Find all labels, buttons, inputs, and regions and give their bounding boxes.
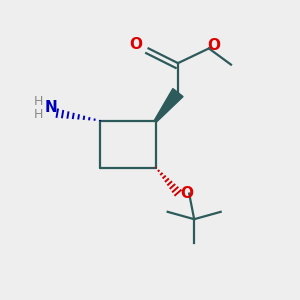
Text: H: H bbox=[33, 108, 43, 121]
Text: O: O bbox=[208, 38, 221, 53]
Text: O: O bbox=[180, 186, 193, 201]
Text: N: N bbox=[45, 100, 58, 116]
Polygon shape bbox=[155, 88, 183, 122]
Text: O: O bbox=[130, 38, 143, 52]
Text: H: H bbox=[33, 95, 43, 108]
